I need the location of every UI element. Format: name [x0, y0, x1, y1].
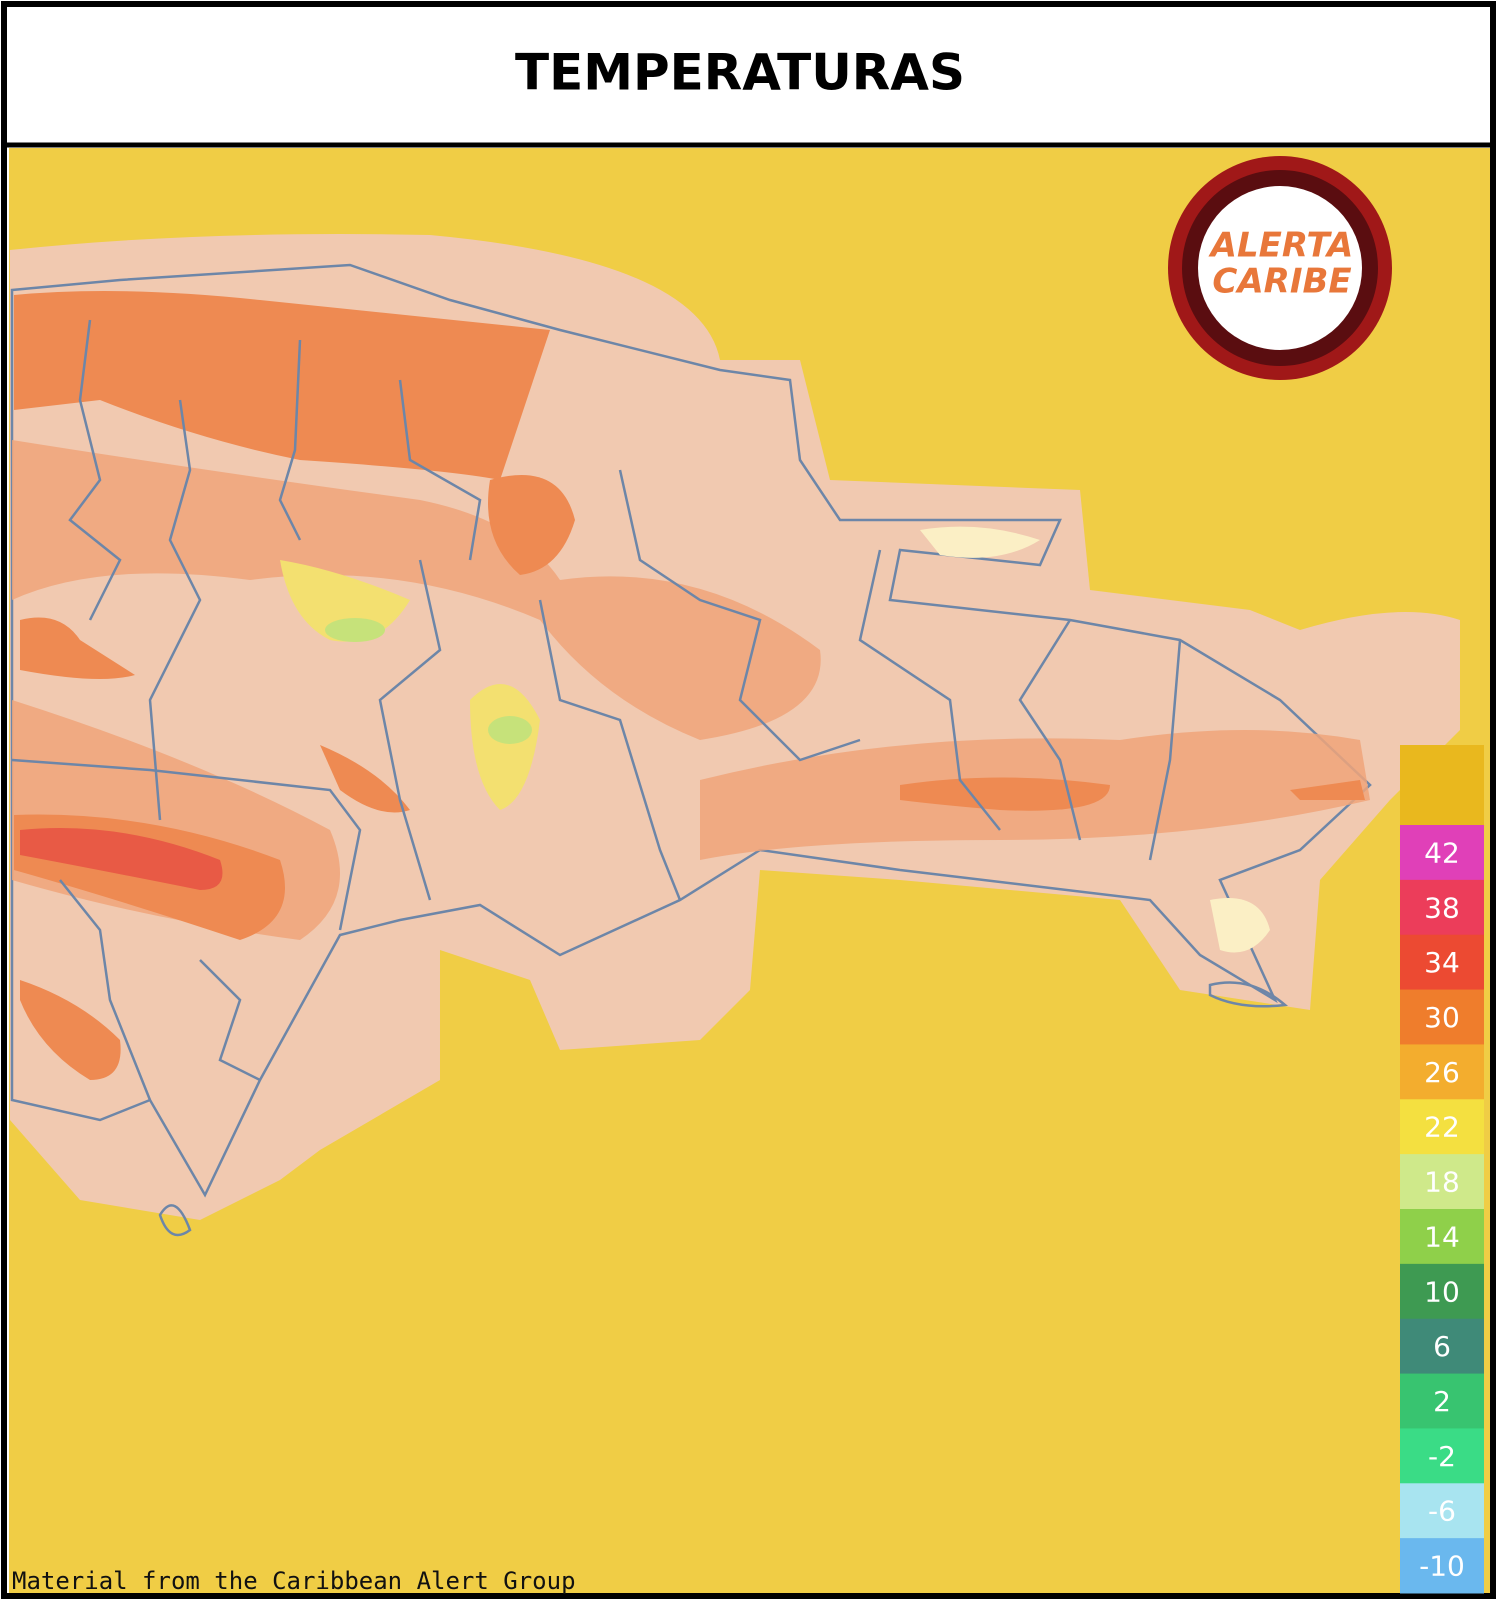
land	[10, 263, 1372, 1198]
islet	[158, 1204, 192, 1237]
legend-swatch	[1400, 1538, 1484, 1594]
legend-swatch	[1400, 1209, 1484, 1265]
legend-swatch	[1400, 1428, 1484, 1484]
legend-swatch	[1400, 1373, 1484, 1429]
legend-swatch	[1400, 1483, 1484, 1539]
hot-zone	[20, 980, 121, 1080]
legend-label: 2	[1433, 1385, 1451, 1418]
legend-swatch	[1400, 1318, 1484, 1375]
legend-label: 42	[1424, 836, 1460, 869]
legend-swatch	[1400, 1044, 1484, 1100]
logo: ALERTA CARIBE	[1168, 156, 1392, 380]
legend-label: -10	[1419, 1550, 1465, 1583]
legend-swatch	[1400, 1263, 1484, 1320]
mild-zone	[1210, 898, 1270, 953]
hot-zone	[488, 475, 575, 575]
islet	[1208, 981, 1289, 1008]
legend-swatch	[1400, 1099, 1484, 1155]
logo-center	[1198, 186, 1362, 350]
legend-label: 6	[1433, 1330, 1451, 1363]
hot-zone	[1290, 780, 1365, 800]
mild-zone	[920, 526, 1040, 558]
legend-swatch	[1400, 934, 1484, 991]
warm-zone	[12, 440, 821, 740]
legend: 42 38 34 30 26 22 18 14 10 6 2 -2 -6 -10	[1400, 745, 1484, 1594]
legend-label: 38	[1424, 891, 1460, 924]
hot-zone	[20, 617, 135, 679]
hot-zone	[14, 291, 550, 480]
very-hot-zone	[20, 828, 223, 890]
legend-label: 30	[1424, 1001, 1460, 1034]
legend-label: 18	[1424, 1166, 1460, 1199]
credit: Material from the Caribbean Alert Group	[12, 1567, 576, 1595]
cool-zone	[488, 716, 532, 744]
legend-swatch	[1400, 989, 1484, 1045]
legend-label: 26	[1424, 1056, 1460, 1089]
legend-label: 14	[1424, 1220, 1460, 1253]
logo-text: ALERTA	[1208, 226, 1354, 266]
legend-swatch	[1400, 1154, 1484, 1210]
logo-text: CARIBE	[1212, 262, 1351, 302]
legend-label: 22	[1424, 1111, 1460, 1144]
legend-top	[1400, 745, 1484, 825]
hot-zone	[900, 777, 1110, 811]
cool-zone	[325, 618, 385, 642]
mild-zone	[470, 684, 540, 810]
legend-swatch	[1400, 879, 1484, 936]
legend-swatch	[1400, 825, 1484, 881]
legend-label: 10	[1424, 1275, 1460, 1308]
province-borders	[11, 319, 1182, 1101]
legend-label: -6	[1428, 1495, 1456, 1528]
title: TEMPERATURAS	[515, 44, 965, 102]
hot-zone	[320, 745, 410, 813]
mild-zone	[280, 560, 410, 642]
island	[10, 234, 1460, 1237]
legend-label: -2	[1428, 1440, 1456, 1473]
legend-label: 34	[1424, 946, 1460, 979]
